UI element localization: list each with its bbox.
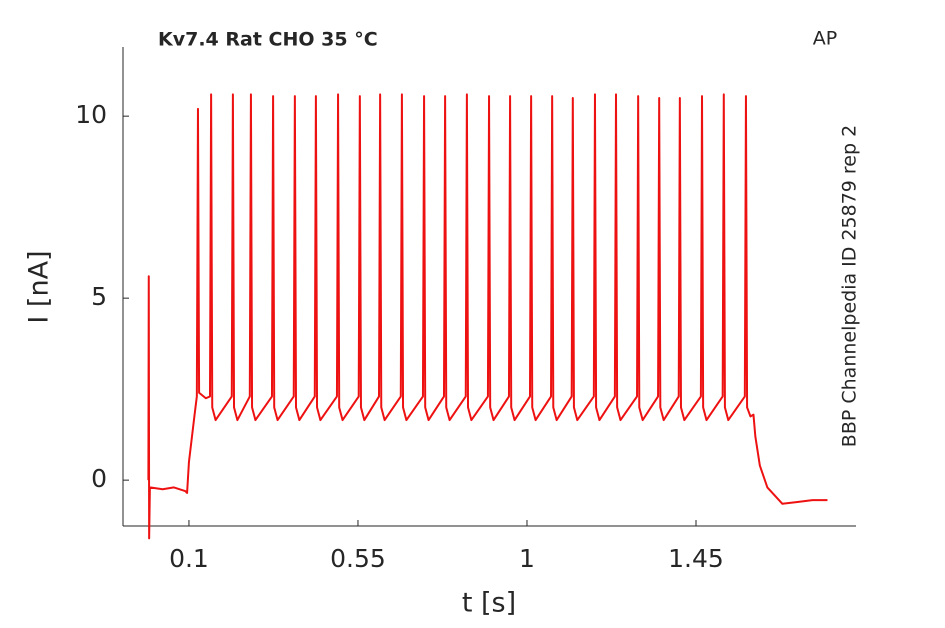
y-tick-label: 5 [91, 282, 107, 311]
x-axis-label: t [s] [462, 588, 516, 619]
x-tick-label: 1 [519, 544, 535, 573]
chart-title: Kv7.4 Rat CHO 35 °C [158, 29, 378, 51]
x-tick-label: 0.55 [330, 544, 386, 573]
y-tick-label: 10 [75, 100, 107, 129]
y-tick-label: 0 [91, 464, 107, 493]
y-axis-label: I [nA] [24, 250, 55, 323]
annotation: AP [813, 28, 837, 50]
trace [147, 93, 828, 540]
x-tick-label: 1.45 [668, 544, 724, 573]
x-tick-label: 0.1 [169, 544, 209, 573]
side-note: BBP Channelpedia ID 25879 rep 2 [839, 125, 861, 447]
